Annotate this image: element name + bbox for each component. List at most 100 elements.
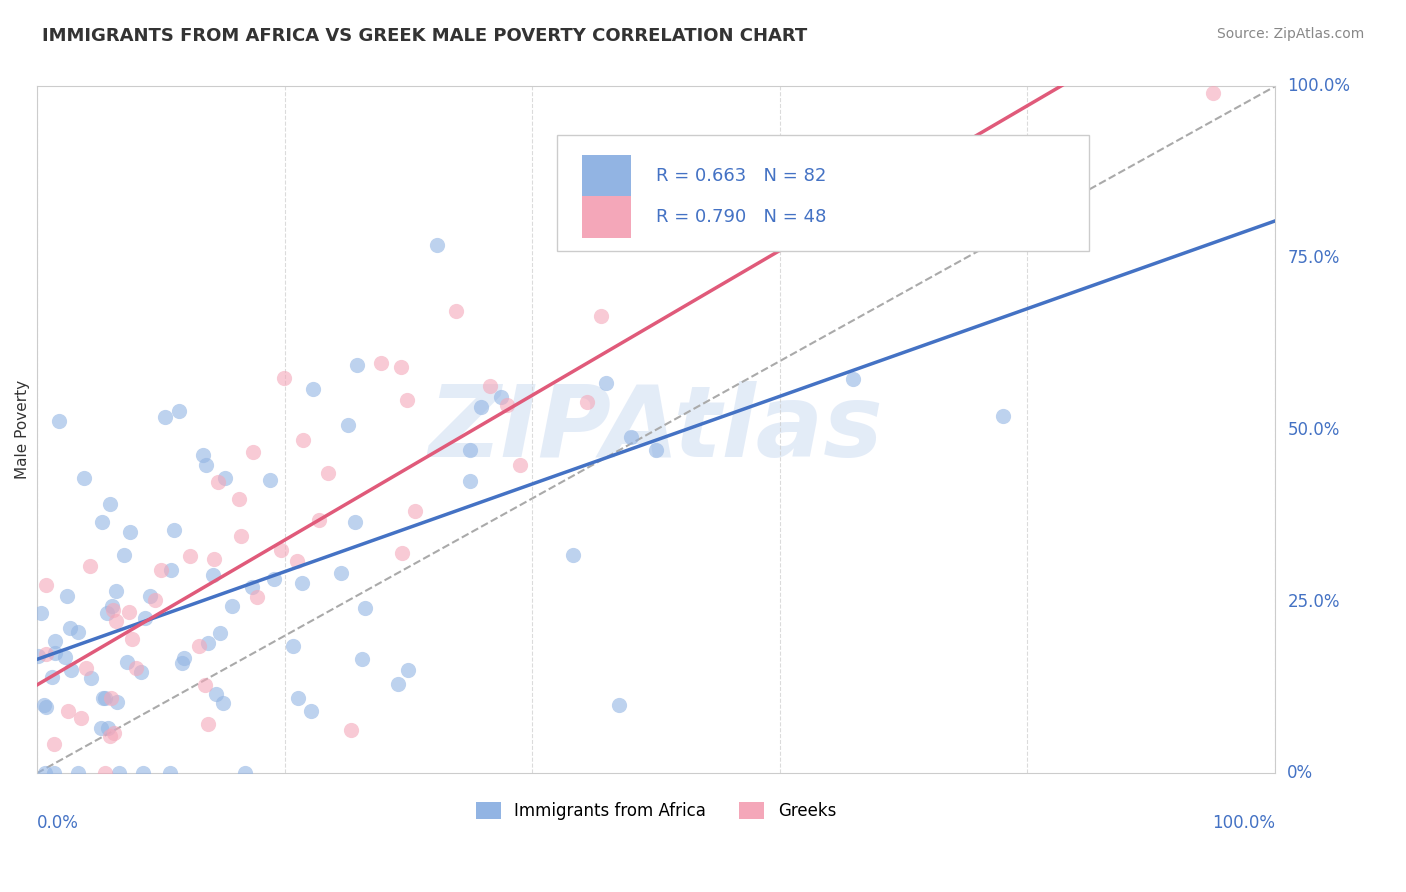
Point bbox=[396, 663, 419, 677]
Point bbox=[143, 592, 166, 607]
Point bbox=[153, 409, 176, 424]
Point bbox=[93, 766, 115, 780]
Text: 0.0%: 0.0% bbox=[37, 814, 79, 832]
Point bbox=[194, 678, 217, 692]
Point bbox=[340, 723, 363, 737]
Point bbox=[100, 599, 122, 614]
Point bbox=[228, 491, 250, 506]
Point bbox=[35, 647, 58, 661]
Point bbox=[273, 371, 295, 385]
Point bbox=[44, 647, 66, 661]
Point bbox=[197, 716, 219, 731]
Point bbox=[478, 379, 501, 393]
Point bbox=[336, 418, 359, 433]
Point bbox=[104, 614, 127, 628]
Point bbox=[329, 566, 352, 580]
Point bbox=[150, 562, 173, 576]
Point bbox=[591, 310, 613, 324]
Point bbox=[283, 639, 305, 653]
Point bbox=[131, 766, 153, 780]
Bar bbox=[582, 155, 631, 196]
Point bbox=[509, 458, 531, 472]
Point bbox=[179, 549, 201, 563]
Point bbox=[575, 395, 598, 409]
Point bbox=[1202, 87, 1225, 101]
Point bbox=[496, 398, 519, 412]
Point bbox=[34, 698, 56, 712]
Text: R = 0.663   N = 82: R = 0.663 N = 82 bbox=[657, 167, 827, 185]
Point bbox=[208, 625, 231, 640]
Point bbox=[79, 559, 101, 574]
Point bbox=[163, 523, 186, 537]
Point bbox=[55, 649, 77, 664]
Point bbox=[620, 430, 643, 444]
Point bbox=[221, 599, 243, 613]
Point bbox=[343, 515, 366, 529]
Point bbox=[470, 400, 492, 414]
Point bbox=[56, 704, 79, 718]
Bar bbox=[582, 196, 631, 237]
Point bbox=[370, 356, 392, 370]
Point bbox=[41, 670, 63, 684]
Point bbox=[991, 409, 1014, 423]
Text: 100.0%: 100.0% bbox=[1288, 78, 1350, 95]
Point bbox=[121, 632, 143, 646]
Point bbox=[96, 606, 118, 620]
Y-axis label: Male Poverty: Male Poverty bbox=[15, 380, 30, 479]
Text: R = 0.790   N = 48: R = 0.790 N = 48 bbox=[657, 208, 827, 226]
Point bbox=[291, 575, 314, 590]
Point bbox=[242, 445, 264, 459]
Point bbox=[97, 721, 120, 735]
Point bbox=[318, 466, 340, 480]
Point bbox=[118, 524, 141, 539]
Point bbox=[214, 470, 236, 484]
Point bbox=[769, 224, 792, 238]
Point bbox=[231, 528, 253, 542]
Point bbox=[444, 304, 467, 318]
Point bbox=[426, 238, 449, 252]
Point bbox=[302, 382, 325, 396]
Point bbox=[201, 567, 224, 582]
Point bbox=[387, 676, 409, 690]
Point bbox=[259, 473, 281, 487]
Point bbox=[395, 392, 418, 407]
Point bbox=[118, 606, 141, 620]
Point bbox=[202, 552, 225, 566]
Point bbox=[391, 546, 413, 560]
Point bbox=[139, 589, 162, 603]
Point bbox=[48, 414, 70, 428]
Point bbox=[197, 636, 219, 650]
Point bbox=[60, 663, 83, 677]
Point bbox=[207, 475, 229, 490]
Point bbox=[458, 443, 481, 458]
Point bbox=[346, 358, 368, 372]
Point bbox=[67, 625, 90, 640]
Point bbox=[404, 504, 426, 518]
Point bbox=[42, 766, 65, 780]
Point bbox=[134, 611, 156, 625]
Point bbox=[80, 671, 103, 685]
Point bbox=[30, 606, 52, 620]
Point bbox=[98, 496, 121, 510]
Point bbox=[287, 554, 309, 568]
Point bbox=[69, 710, 91, 724]
Point bbox=[101, 603, 124, 617]
Point bbox=[66, 766, 89, 780]
Point bbox=[98, 729, 121, 743]
Point bbox=[389, 359, 412, 374]
Point bbox=[108, 766, 131, 780]
Point bbox=[172, 657, 194, 671]
Point bbox=[458, 475, 481, 489]
Point bbox=[645, 443, 668, 458]
Point bbox=[56, 590, 79, 604]
Point bbox=[93, 690, 115, 705]
Point bbox=[73, 471, 96, 485]
Bar bbox=[557, 135, 1090, 252]
Point bbox=[240, 581, 263, 595]
Point bbox=[595, 376, 617, 390]
Point bbox=[103, 725, 125, 739]
Point bbox=[766, 211, 789, 226]
Text: ZIPAtlas: ZIPAtlas bbox=[429, 381, 883, 478]
Point bbox=[167, 403, 190, 417]
Point bbox=[112, 548, 135, 562]
